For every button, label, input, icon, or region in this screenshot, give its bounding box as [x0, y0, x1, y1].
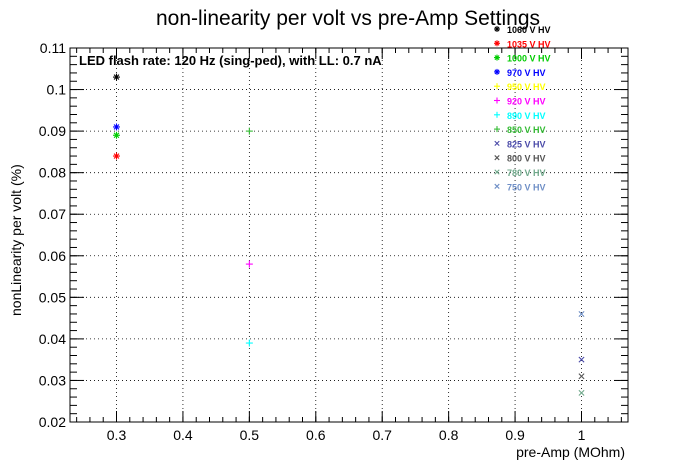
y-tick-label: 0.04	[39, 331, 66, 347]
x-tick-label: 0.4	[173, 427, 193, 443]
legend-label: 1035 V HV	[507, 39, 551, 49]
legend-marker	[494, 97, 500, 104]
legend-marker	[494, 83, 500, 90]
x-tick-label: 1	[578, 427, 586, 443]
data-point	[245, 339, 253, 347]
x-tick-label: 0.9	[505, 427, 525, 443]
y-tick-label: 0.08	[39, 165, 66, 181]
legend-label: 920 V HV	[507, 97, 546, 107]
legend-marker	[494, 169, 500, 175]
legend-label: 800 V HV	[507, 154, 546, 164]
data-point	[578, 356, 585, 363]
chart-annotation: LED flash rate: 120 Hz (sing-ped), with …	[79, 53, 382, 68]
data-point	[578, 389, 585, 396]
y-tick-label: 0.06	[39, 248, 66, 264]
y-tick-label: 0.03	[39, 372, 66, 388]
data-point	[113, 131, 120, 139]
y-tick-label: 0.09	[39, 123, 66, 139]
y-tick-label: 0.07	[39, 206, 66, 222]
legend-marker	[494, 111, 500, 118]
x-tick-labels: 0.3 0.4 0.5 0.6 0.7 0.8 0.9 1	[107, 427, 586, 443]
legend-marker	[494, 68, 500, 75]
legend-marker	[494, 126, 500, 133]
data-point	[245, 260, 253, 268]
legend-marker	[494, 183, 500, 189]
x-tick-label: 0.3	[107, 427, 127, 443]
x-tick-label: 0.5	[240, 427, 260, 443]
data-point	[245, 127, 253, 135]
y-axis-label: nonLinearity per volt (%)	[8, 164, 24, 316]
y-tick-label: 0.02	[39, 414, 66, 430]
legend-label: 850 V HV	[507, 125, 546, 135]
data-point	[113, 73, 120, 81]
legend-marker	[494, 40, 500, 47]
data-points	[113, 73, 585, 396]
chart-title: non-linearity per volt vs pre-Amp Settin…	[156, 7, 540, 30]
legend-label: 950 V HV	[507, 82, 546, 92]
legend-label: 1060 V HV	[507, 25, 551, 35]
legend: 1060 V HV 1035 V HV 1000 V HV 970 V HV 950 V…	[494, 25, 551, 192]
x-tick-label: 0.6	[306, 427, 326, 443]
legend-label: 750 V HV	[507, 182, 546, 192]
y-tick-label: 0.05	[39, 289, 66, 305]
data-point	[113, 152, 120, 160]
legend-label: 1000 V HV	[507, 54, 551, 64]
legend-marker	[494, 155, 500, 161]
x-tick-label: 0.8	[439, 427, 459, 443]
plot-frame	[69, 47, 629, 423]
x-tick-label: 0.7	[372, 427, 392, 443]
legend-label: 890 V HV	[507, 111, 546, 121]
legend-marker	[494, 26, 500, 32]
axis-ticks	[70, 47, 628, 423]
legend-label: 825 V HV	[507, 139, 546, 149]
legend-label: 970 V HV	[507, 68, 546, 78]
data-point	[578, 373, 585, 380]
legend-label: 780 V HV	[507, 168, 546, 178]
legend-marker	[494, 140, 500, 147]
y-tick-label: 0.11	[40, 40, 66, 56]
y-tick-label: 0.1	[47, 82, 67, 98]
x-axis-label: pre-Amp (MOhm)	[516, 444, 625, 460]
y-tick-labels: 0.02 0.03 0.04 0.05 0.06 0.07 0.08 0.09 0.1 0.11	[39, 40, 66, 430]
data-point	[113, 123, 120, 131]
data-point	[578, 310, 585, 317]
legend-marker	[494, 54, 500, 61]
